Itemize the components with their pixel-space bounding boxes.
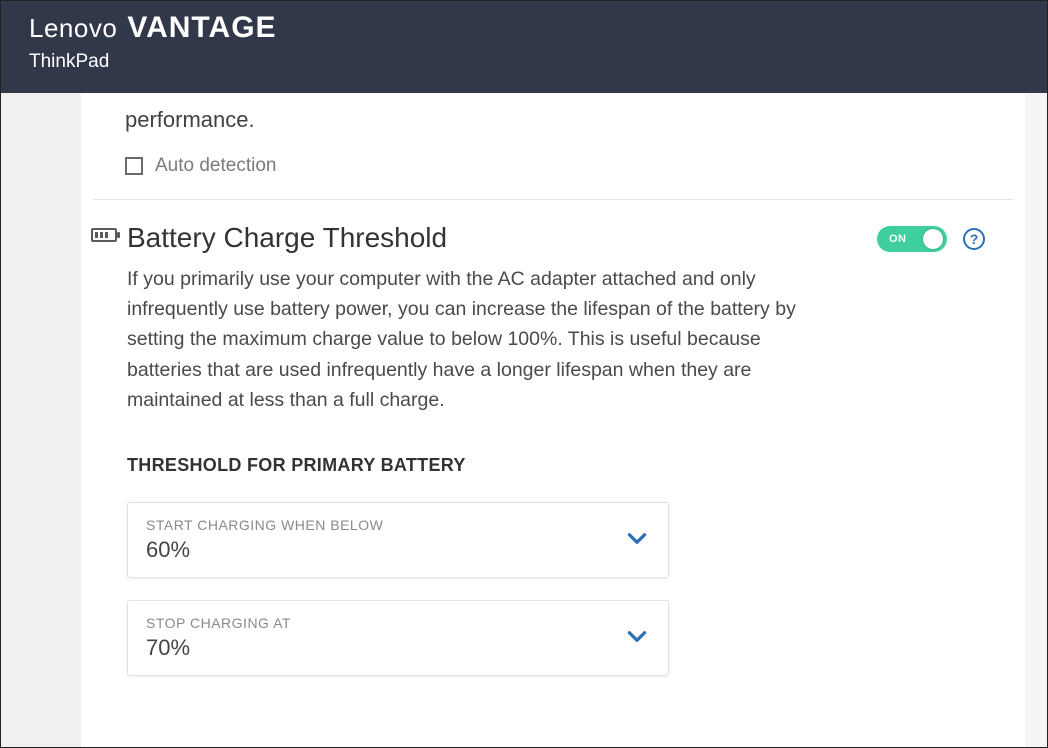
toggle-state-label: ON [889,233,907,245]
body-area: performance. Auto detection Battery [1,93,1047,747]
chevron-down-icon [624,525,650,556]
brand-main: VANTAGE [127,11,276,45]
start-charging-left: START CHARGING WHEN BELOW 60% [146,517,383,563]
settings-card: performance. Auto detection Battery [81,93,1025,747]
threshold-title: Battery Charge Threshold [127,222,857,254]
app-window: Lenovo VANTAGE ThinkPad performance. Aut… [0,0,1048,748]
help-icon[interactable]: ? [963,228,985,250]
brand-subtitle: ThinkPad [29,51,1019,73]
battery-icon [91,228,117,242]
threshold-icon-col [91,222,127,242]
toggle-knob [923,229,943,249]
auto-detection-label: Auto detection [155,155,276,177]
start-charging-dropdown[interactable]: START CHARGING WHEN BELOW 60% [127,502,669,578]
stop-charging-left: STOP CHARGING AT 70% [146,615,291,661]
app-header: Lenovo VANTAGE ThinkPad [1,1,1047,93]
brand-line: Lenovo VANTAGE [29,11,1019,45]
start-charging-label: START CHARGING WHEN BELOW [146,517,383,533]
checkbox-box-icon [125,157,143,175]
chevron-down-icon [624,623,650,654]
threshold-section: Battery Charge Threshold If you primaril… [81,200,1025,676]
brand-prefix: Lenovo [29,13,117,44]
threshold-right-controls: ON ? [877,222,991,252]
stop-charging-label: STOP CHARGING AT [146,615,291,631]
primary-battery-subheader: THRESHOLD FOR PRIMARY BATTERY [127,455,857,476]
stop-charging-value: 70% [146,635,291,661]
threshold-header-row: Battery Charge Threshold If you primaril… [91,200,991,676]
auto-detection-checkbox[interactable]: Auto detection [125,155,991,177]
threshold-description: If you primarily use your computer with … [127,264,827,415]
previous-section-tail: performance. Auto detection [81,93,1025,177]
stop-charging-dropdown[interactable]: STOP CHARGING AT 70% [127,600,669,676]
previous-description-tail: performance. [125,93,991,133]
start-charging-value: 60% [146,537,383,563]
threshold-main: Battery Charge Threshold If you primaril… [127,222,877,676]
left-gutter [1,93,81,747]
threshold-toggle[interactable]: ON [877,226,947,252]
